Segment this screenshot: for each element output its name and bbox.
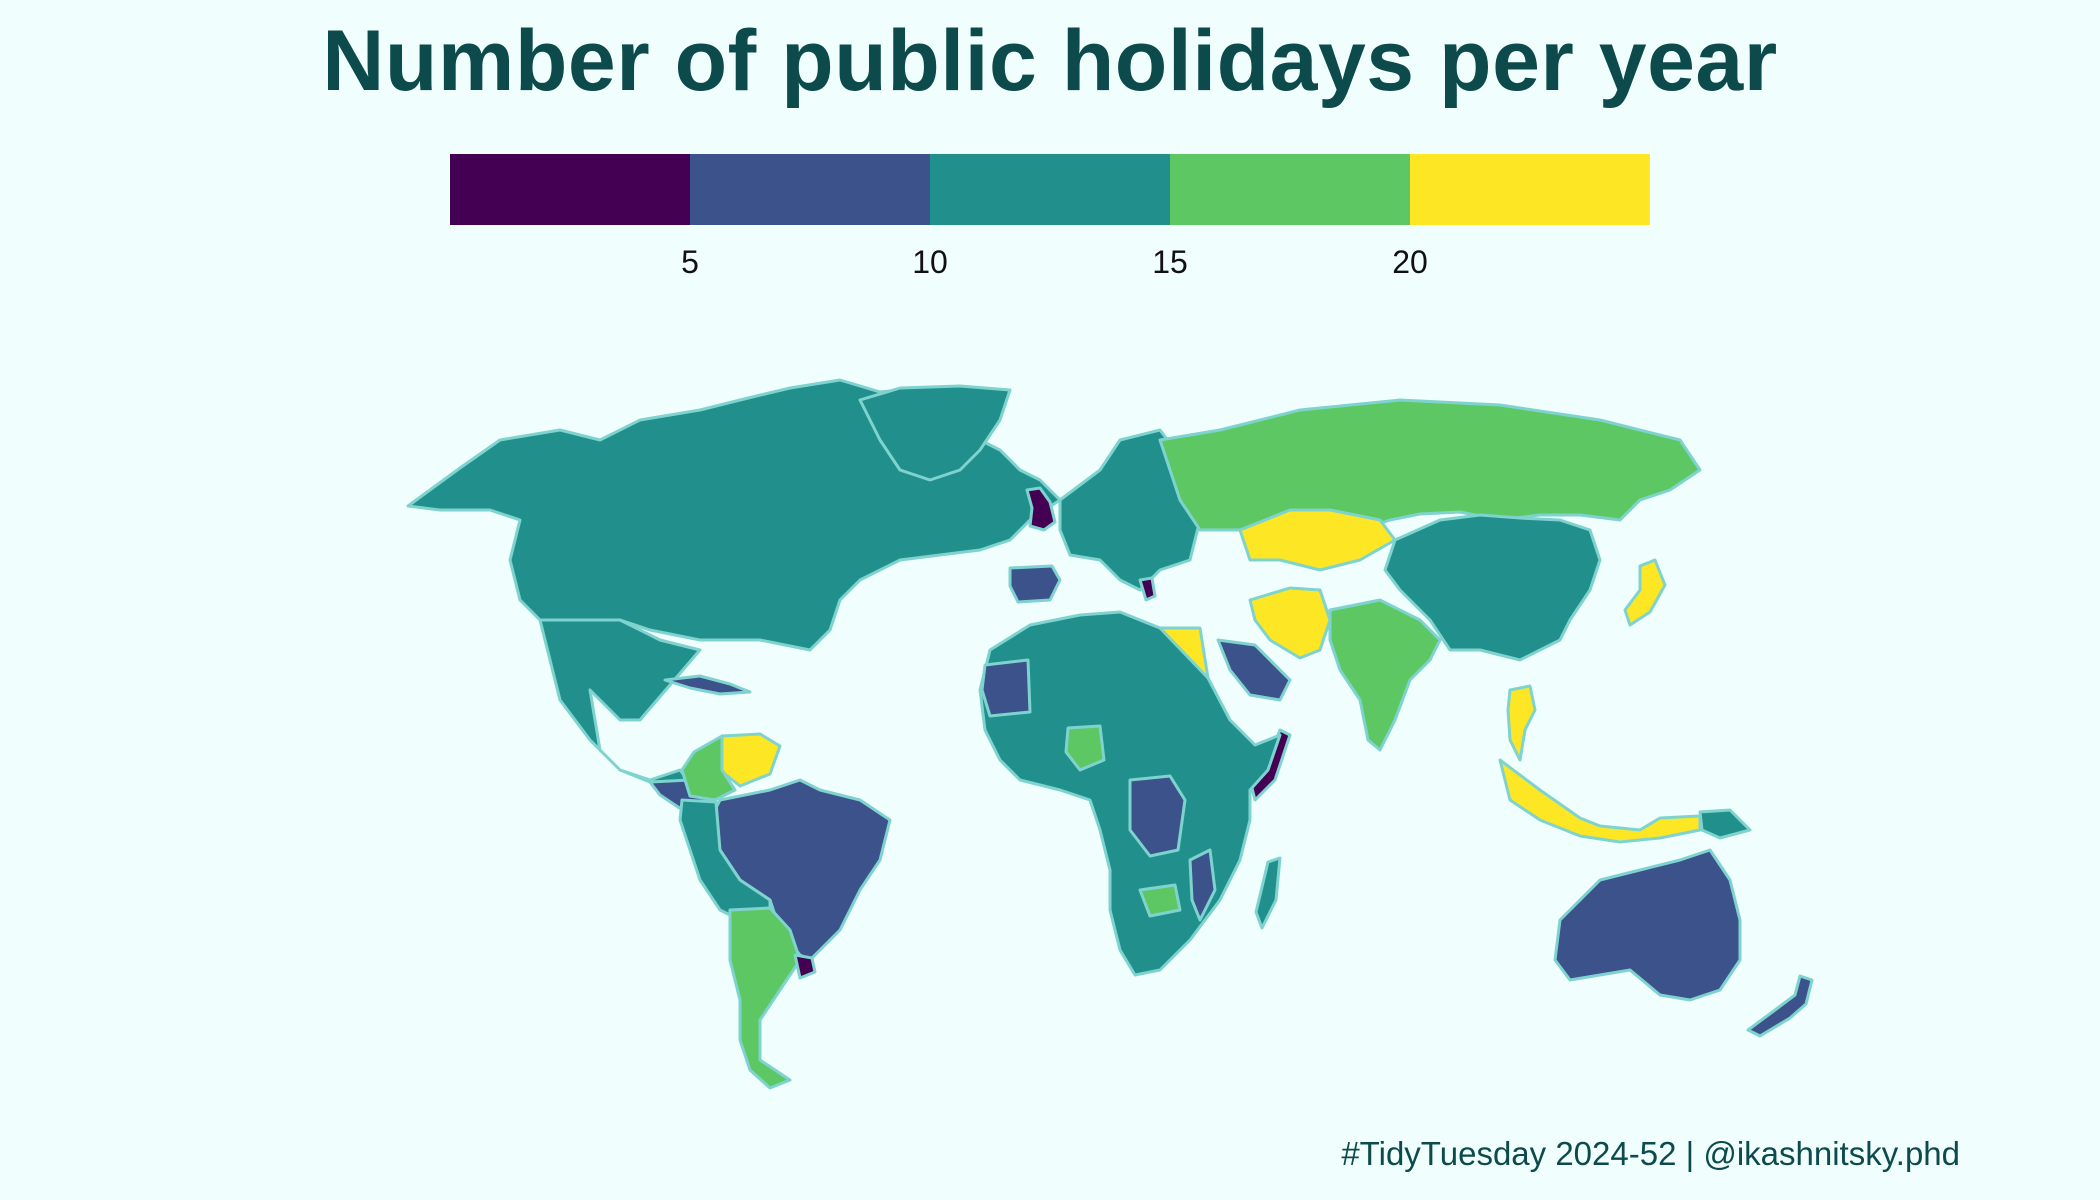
legend-tick-15: 15 [1152, 244, 1188, 280]
region-colombia [680, 734, 737, 802]
region-uk [1025, 486, 1057, 532]
region-uruguay [793, 953, 817, 980]
region-zambia [1138, 883, 1182, 918]
region-saudi-arabia [1216, 638, 1292, 702]
region-japan [1623, 558, 1667, 627]
region-china [1383, 513, 1602, 662]
region-russia [1158, 398, 1702, 532]
region-cuba [663, 674, 752, 696]
region-australia [1553, 848, 1742, 1002]
legend-bin-3 [930, 154, 1170, 225]
legend-bin-4 [1170, 154, 1410, 225]
region-europe [1058, 428, 1202, 592]
color-legend: 5 10 15 20 [450, 154, 1650, 280]
legend-tick-5: 5 [681, 244, 699, 280]
region-argentina-chile [728, 906, 802, 1090]
legend-bin-2 [690, 154, 930, 225]
region-madagascar [1254, 856, 1282, 930]
region-nigeria [1064, 724, 1106, 772]
legend-tick-10: 10 [912, 244, 948, 280]
region-thailand [1506, 684, 1537, 762]
region-png [1698, 808, 1752, 840]
map-title: Number of public holidays per year [322, 13, 1778, 109]
legend-bin-1 [450, 154, 690, 225]
region-mozambique [1188, 848, 1217, 922]
region-iberia [1008, 564, 1062, 604]
region-dr-congo [1128, 774, 1187, 858]
legend-tick-20: 20 [1392, 244, 1428, 280]
region-greece [1138, 576, 1157, 602]
region-west-africa-block [980, 658, 1032, 718]
region-greenland [858, 384, 1012, 482]
region-iran [1248, 586, 1332, 660]
legend-bin-5 [1410, 154, 1650, 225]
region-mexico [538, 618, 712, 812]
region-indonesia [1498, 758, 1702, 844]
region-new-zealand [1746, 974, 1814, 1038]
region-kazakhstan [1238, 508, 1397, 572]
credit-text: #TidyTuesday 2024-52 | @ikashnitsky.phd [1341, 1135, 1960, 1172]
region-india [1328, 598, 1442, 752]
legend-color-bar [450, 154, 1650, 225]
